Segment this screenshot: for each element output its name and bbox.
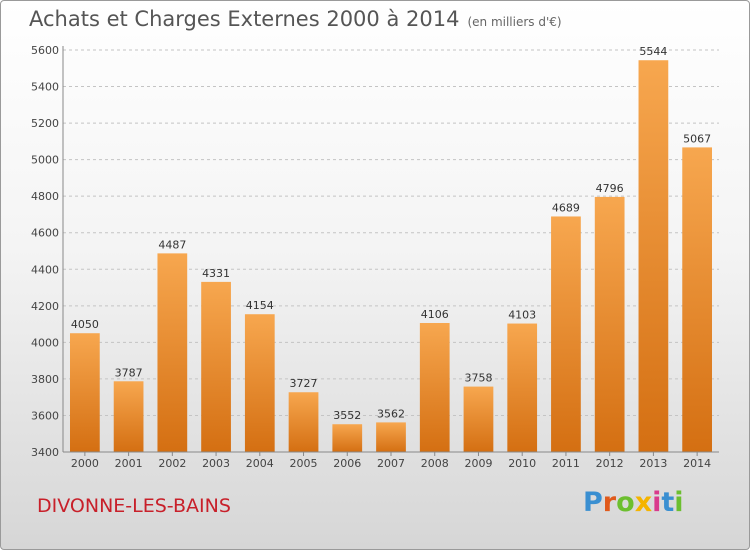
data-label: 4796 <box>596 182 624 195</box>
y-tick-label: 4200 <box>31 300 59 313</box>
x-tick-label: 2005 <box>290 457 318 470</box>
y-tick-label: 4400 <box>31 263 59 276</box>
bar-2014 <box>682 147 713 453</box>
x-tick-label: 2008 <box>421 457 449 470</box>
bar-layer: 4050 3787 4487 4331 4154 3727 3552 3562 4106 3758… <box>69 45 713 453</box>
logo-letter: r <box>602 487 617 518</box>
data-label: 4689 <box>552 201 580 214</box>
y-tick-label: 4000 <box>31 336 59 349</box>
bar-2007 <box>376 422 406 452</box>
bar-2010 <box>507 323 538 452</box>
data-label: 5544 <box>639 45 667 58</box>
data-label: 3787 <box>115 366 143 379</box>
x-tick-label: 2009 <box>464 457 492 470</box>
bar-2005 <box>288 392 319 452</box>
y-tick-label: 5000 <box>31 154 59 167</box>
bar-2008 <box>419 322 450 452</box>
x-tick-label: 2001 <box>115 457 143 470</box>
place-name: DIVONNE-LES-BAINS <box>37 495 231 517</box>
axis-layer: 3400 3600 3800 4000 4200 4400 4600 4800 5000 5200… <box>31 44 719 470</box>
x-tick-label: 2011 <box>552 457 580 470</box>
x-tick-label: 2012 <box>596 457 624 470</box>
x-tick-label: 2002 <box>158 457 186 470</box>
bar-2004 <box>244 314 275 452</box>
data-label: 4154 <box>246 299 274 312</box>
x-tick-label: 2000 <box>71 457 99 470</box>
y-tick-label: 5400 <box>31 81 59 94</box>
x-tick-label: 2003 <box>202 457 230 470</box>
x-tick-label: 2014 <box>683 457 711 470</box>
bar-2000 <box>69 333 100 452</box>
y-tick-label: 4600 <box>31 227 59 240</box>
data-label: 3758 <box>464 372 492 385</box>
logo-letter: o <box>616 487 635 518</box>
bar-2009 <box>463 386 494 452</box>
bar-2006 <box>332 424 363 452</box>
chart-title-text: Achats et Charges Externes 2000 à 2014 <box>29 7 460 31</box>
proxiti-logo: Proxiti <box>583 487 684 518</box>
x-tick-label: 2013 <box>639 457 667 470</box>
bar-2012 <box>594 196 625 452</box>
data-label: 4050 <box>71 318 99 331</box>
bar-2001 <box>113 381 144 452</box>
logo-letter: x <box>634 487 653 518</box>
data-label: 3727 <box>290 377 318 390</box>
data-label: 3562 <box>377 407 405 420</box>
data-label: 5067 <box>683 132 711 145</box>
data-label: 3552 <box>333 409 361 422</box>
y-tick-label: 3800 <box>31 373 59 386</box>
bar-2002 <box>157 253 188 452</box>
bar-2003 <box>201 281 231 452</box>
logo-letter: i <box>652 487 662 518</box>
y-tick-label: 3600 <box>31 409 59 422</box>
x-tick-label: 2007 <box>377 457 405 470</box>
logo-letter: i <box>674 487 684 518</box>
y-tick-label: 5200 <box>31 117 59 130</box>
x-tick-label: 2010 <box>508 457 536 470</box>
data-label: 4487 <box>158 238 186 251</box>
bar-2013 <box>638 60 669 452</box>
chart-title: Achats et Charges Externes 2000 à 2014 (e… <box>29 7 562 31</box>
x-tick-label: 2006 <box>333 457 361 470</box>
data-label: 4103 <box>508 309 536 322</box>
y-tick-label: 4800 <box>31 190 59 203</box>
data-label: 4331 <box>202 267 230 280</box>
y-tick-label: 3400 <box>31 446 59 459</box>
x-tick-label: 2004 <box>246 457 274 470</box>
chart-unit: (en milliers d'€) <box>467 15 562 29</box>
y-tick-label: 5600 <box>31 44 59 57</box>
data-label: 4106 <box>421 308 449 321</box>
logo-letter: P <box>583 487 603 518</box>
bar-2011 <box>551 216 581 452</box>
logo-letter: t <box>661 487 675 518</box>
